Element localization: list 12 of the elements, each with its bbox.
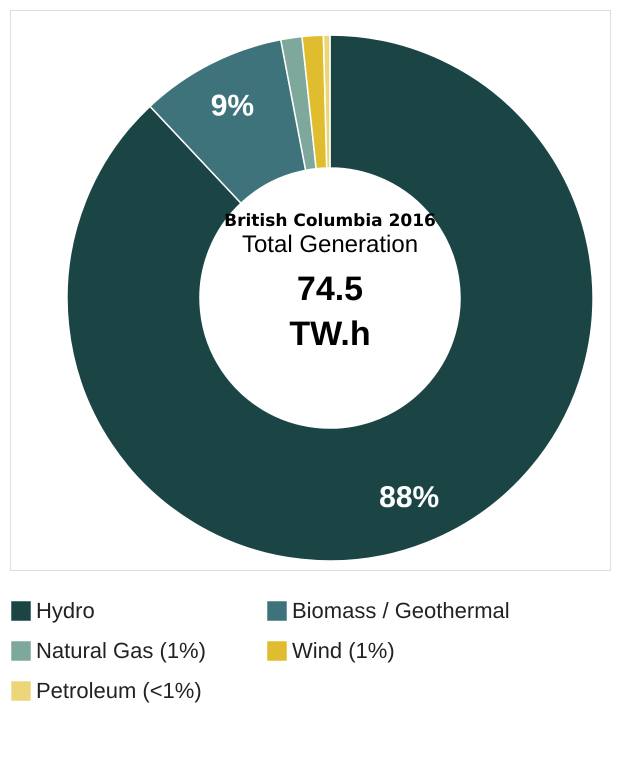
legend-label: Wind (1%)	[292, 638, 395, 663]
data-label: 88%	[379, 480, 440, 514]
legend-label: Natural Gas (1%)	[36, 638, 206, 663]
data-label: 9%	[210, 89, 254, 122]
text: British Columbia 2016	[224, 211, 436, 231]
text: 74.5	[296, 270, 364, 308]
legend-label: Hydro	[36, 598, 95, 623]
legend-label: Petroleum (<1%)	[36, 678, 202, 703]
donut-slice	[66, 34, 594, 562]
legend-label: Biomass / Geothermal	[292, 598, 510, 623]
text: Total Generation	[242, 231, 418, 258]
text: TW.h	[289, 315, 371, 353]
